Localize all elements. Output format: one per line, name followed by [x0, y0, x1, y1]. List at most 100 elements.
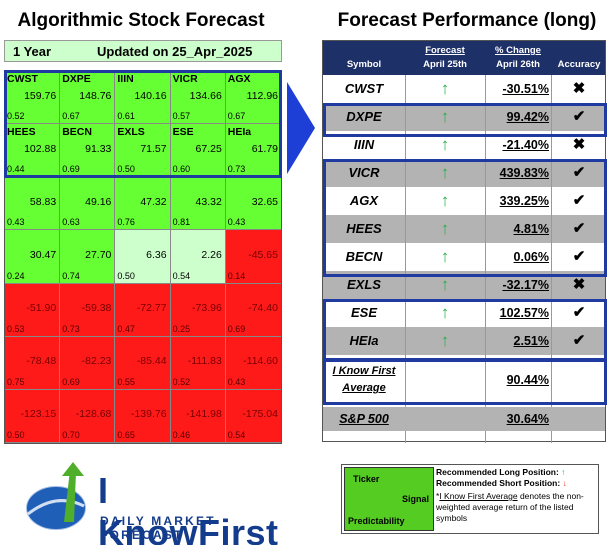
performance-header: Symbol Forecast April 25th % Change Apri… [323, 41, 605, 75]
cell-signal: 61.79 [251, 142, 278, 155]
legend-long-label: Recommended Long Position: [436, 467, 559, 477]
row-accuracy-icon: ✔ [572, 164, 586, 181]
heatmap-cell: -72.77 0.47 [115, 283, 171, 337]
cell-predictability: 0.69 [227, 323, 246, 334]
cell-predictability: 0.61 [117, 111, 135, 122]
row-forecast-arrow-icon: ↑ [440, 247, 450, 266]
cell-predictability: 0.81 [172, 217, 191, 228]
row-change: 2.51% [513, 334, 549, 348]
i-know-first-logo: I KnowFirst DAILY MARKET FORECAST [18, 462, 298, 545]
heatmap-cell: HEIa 61.79 0.73 [225, 124, 281, 178]
row-symbol: ESE [350, 305, 377, 320]
right-arrow-icon [287, 82, 315, 174]
performance-row: AGX ↑ 339.25% ✔ [323, 187, 605, 215]
cell-signal: 47.32 [140, 195, 167, 208]
heatmap-cell: -82.23 0.69 [60, 336, 116, 390]
row-change: 339.25% [499, 194, 549, 208]
cell-signal: 102.88 [24, 142, 57, 155]
performance-row: VICR ↑ 439.83% ✔ [323, 159, 605, 187]
symbol-header: Symbol [346, 59, 382, 70]
heatmap-cell: -59.38 0.73 [60, 283, 116, 337]
cell-signal: 27.70 [85, 248, 112, 261]
heatmap-cell: -114.60 0.43 [225, 336, 281, 390]
row-forecast-arrow-icon: ↑ [440, 303, 450, 322]
legend-ticker: Ticker [353, 474, 380, 484]
row-forecast-arrow-icon: ↑ [440, 275, 450, 294]
cell-signal: 30.47 [29, 248, 57, 261]
heatmap-cell: CWST 159.76 0.52 [5, 71, 61, 125]
forecast-header: Forecast [425, 45, 465, 56]
heatmap-cell: 2.26 0.54 [170, 230, 226, 284]
row-accuracy-icon: ✔ [572, 220, 586, 237]
row-accuracy-icon: ✔ [572, 192, 586, 209]
average-label: I Know First Average [323, 363, 405, 397]
cell-predictability: 0.73 [227, 164, 246, 175]
heatmap-cell: 49.16 0.63 [60, 177, 116, 231]
row-symbol: IIIN [353, 137, 375, 152]
heatmap-cell: -45.65 0.14 [225, 230, 281, 284]
heatmap-cell: 27.70 0.74 [60, 230, 116, 284]
cell-predictability: 0.47 [117, 323, 135, 334]
cell-predictability: 0.43 [227, 217, 246, 228]
heatmap-cell: -51.90 0.53 [5, 283, 61, 337]
cell-signal: 58.83 [29, 195, 57, 208]
heatmap-cell: 47.32 0.76 [115, 177, 171, 231]
row-change: -21.40% [502, 138, 549, 152]
cell-ticker: CWST [7, 73, 38, 85]
legend-signal: Signal [401, 494, 429, 504]
logo-tagline: DAILY MARKET FORECAST [100, 514, 216, 542]
heatmap-cell: -85.44 0.55 [115, 336, 171, 390]
cell-signal: -123.15 [20, 408, 57, 421]
cell-signal: -51.90 [26, 302, 57, 315]
row-change: 99.42% [506, 110, 549, 124]
heatmap-cell: 30.47 0.24 [5, 230, 61, 284]
up-arrow-icon: ↑ [561, 467, 566, 477]
heatmap-cell: -78.48 0.75 [5, 336, 61, 390]
cell-predictability: 0.55 [117, 376, 135, 387]
column-divider [551, 75, 552, 443]
row-symbol: DXPE [346, 109, 382, 124]
legend-sample-cell: Ticker Signal Predictability [344, 467, 434, 531]
cell-ticker: AGX [227, 73, 251, 85]
heatmap-cell: -123.15 0.50 [5, 389, 61, 443]
legend-short-label: Recommended Short Position: [436, 478, 561, 488]
cell-predictability: 0.75 [7, 376, 25, 387]
cell-signal: 112.96 [246, 89, 278, 102]
row-accuracy-icon: ✖ [572, 80, 586, 97]
cell-predictability: 0.69 [62, 376, 80, 387]
row-accuracy-icon: ✖ [572, 276, 586, 293]
heatmap-cell: -139.76 0.65 [115, 389, 171, 443]
cell-signal: -128.68 [75, 408, 112, 421]
cell-predictability: 0.53 [7, 323, 25, 334]
cell-signal: -45.65 [248, 248, 278, 261]
cell-predictability: 0.52 [7, 111, 25, 122]
heatmap-cell: AGX 112.96 0.67 [225, 71, 281, 125]
performance-row: HEES ↑ 4.81% ✔ [323, 215, 605, 243]
change-header: % Change [495, 45, 541, 56]
cell-signal: 6.36 [146, 248, 167, 261]
cell-predictability: 0.73 [62, 323, 80, 334]
cell-signal: -114.60 [243, 355, 278, 368]
row-forecast-arrow-icon: ↑ [440, 79, 450, 98]
cell-predictability: 0.50 [117, 270, 135, 281]
cell-predictability: 0.14 [227, 270, 246, 281]
sp500-row: S&P 500 30.64% [323, 407, 605, 431]
cell-predictability: 0.65 [117, 429, 135, 440]
average-label-line1: I Know First [332, 365, 396, 377]
heatmap-cell: -175.04 0.54 [225, 389, 281, 443]
row-symbol: CWST [344, 81, 384, 96]
cell-predictability: 0.54 [172, 270, 191, 281]
cell-signal: 134.66 [189, 89, 222, 102]
cell-signal: -82.23 [81, 355, 112, 368]
cell-predictability: 0.57 [172, 111, 191, 122]
row-symbol: VICR [348, 165, 380, 180]
cell-ticker: HEIa [227, 126, 252, 139]
cell-signal: -59.38 [81, 302, 112, 315]
row-symbol: HEES [346, 221, 382, 236]
logo-brand-text: I KnowFirst [98, 470, 279, 545]
cell-signal: -72.77 [136, 302, 167, 315]
cell-predictability: 0.44 [7, 164, 25, 175]
cell-predictability: 0.60 [172, 164, 191, 175]
cell-signal: -74.40 [248, 302, 278, 315]
performance-row: ESE ↑ 102.57% ✔ [323, 299, 605, 327]
